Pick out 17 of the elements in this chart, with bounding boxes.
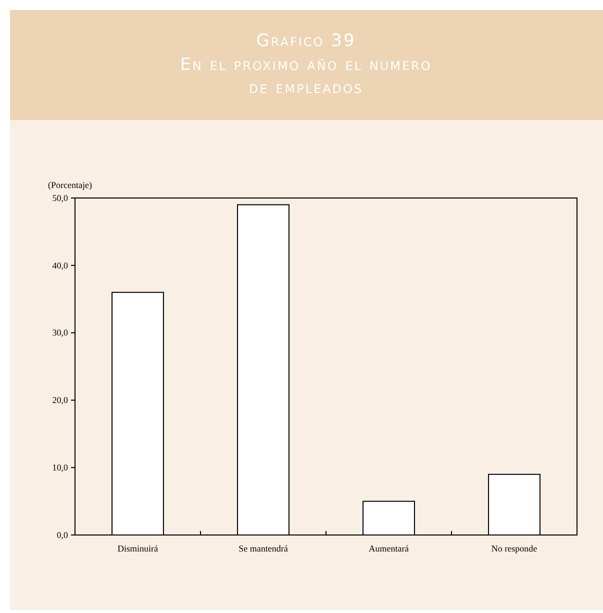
bar [362, 500, 415, 536]
y-tick-label: 20,0 [52, 395, 68, 406]
y-tick-label: 50,0 [52, 192, 68, 203]
y-tick-label: 40,0 [52, 260, 68, 270]
x-tick-label: Aumentará [368, 543, 409, 554]
y-tick-label: 30,0 [52, 328, 68, 338]
x-tick-label: Disminuirá [118, 543, 158, 554]
chart-subtitle: En el proximo año el numero de empleados [180, 55, 432, 98]
x-tick-label: Se mantendrá [238, 543, 288, 554]
bar [112, 292, 164, 536]
chart-title: Grafico 39 [256, 31, 356, 51]
y-tick-label: 10,0 [52, 462, 68, 472]
y-axis-title: (Porcentaje) [48, 180, 92, 190]
y-tick-label: 0,0 [56, 530, 68, 540]
bar [488, 474, 540, 536]
x-tick-label: No responde [491, 543, 538, 554]
bar [237, 204, 290, 536]
